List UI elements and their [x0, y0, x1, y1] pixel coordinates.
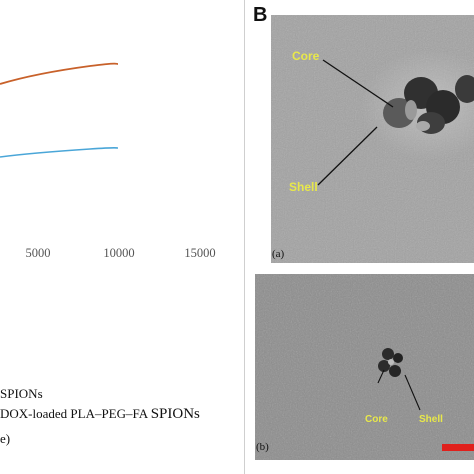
x-tick-15000: 15000: [184, 246, 216, 260]
chart-curves: [0, 62, 119, 158]
blue-curve: [0, 146, 119, 158]
legend-entry-dox: DOX-loaded PLA–PEG–FA SPIONs: [0, 406, 200, 423]
panel-letter-b: B: [253, 4, 268, 26]
core-label-a: Core: [292, 49, 320, 63]
micrograph-a: Core Shell (a): [271, 15, 474, 263]
legend-dox-suffix: SPIONs: [150, 406, 200, 422]
micrograph-a-image: [271, 15, 474, 263]
legend-entry-partial: e): [0, 431, 11, 446]
sublabel-b: (b): [256, 441, 269, 453]
orange-curve: [0, 62, 119, 85]
legend-entry-spions: SPIONs: [0, 386, 43, 401]
x-tick-10000: 10000: [103, 246, 135, 260]
sublabel-a: (a): [272, 248, 285, 260]
panel-divider: [244, 0, 245, 474]
micrograph-b-image: [255, 274, 474, 460]
legend-dox-prefix: DOX-loaded PLA–PEG–FA: [0, 406, 151, 421]
core-label-b: Core: [365, 414, 388, 425]
shell-label-a: Shell: [289, 180, 318, 194]
micrograph-b: Core Shell (b): [255, 274, 474, 460]
left-chart-panel: 5000 10000 15000 SPIONs DOX-loaded PLA–P…: [0, 62, 216, 446]
right-micrograph-panel: B: [245, 0, 474, 474]
shell-label-b: Shell: [419, 414, 443, 425]
x-tick-5000: 5000: [25, 246, 51, 260]
